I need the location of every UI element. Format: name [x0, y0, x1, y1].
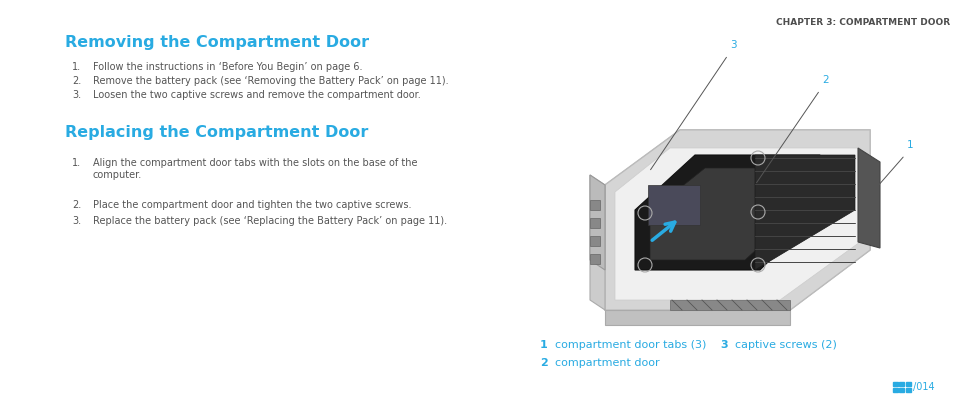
Bar: [589, 236, 599, 246]
Text: compartment door: compartment door: [555, 358, 659, 368]
Text: 3: 3: [720, 340, 727, 350]
Text: Replace the battery pack (see ‘Replacing the Battery Pack’ on page 11).: Replace the battery pack (see ‘Replacing…: [92, 216, 447, 226]
Polygon shape: [589, 175, 604, 310]
Bar: [589, 200, 599, 210]
Text: Align the compartment door tabs with the slots on the base of the
computer.: Align the compartment door tabs with the…: [92, 158, 417, 180]
Text: 3: 3: [729, 40, 736, 50]
Text: 1.: 1.: [71, 62, 81, 72]
Text: 3.: 3.: [71, 90, 81, 100]
Text: 3.: 3.: [71, 216, 81, 226]
Text: Place the compartment door and tighten the two captive screws.: Place the compartment door and tighten t…: [92, 200, 411, 210]
Polygon shape: [669, 300, 789, 310]
Polygon shape: [589, 175, 604, 270]
Bar: [905, 382, 910, 386]
Text: CHAPTER 3: COMPARTMENT DOOR: CHAPTER 3: COMPARTMENT DOOR: [775, 18, 949, 27]
Text: Removing the Compartment Door: Removing the Compartment Door: [65, 35, 369, 50]
Polygon shape: [635, 155, 820, 270]
Text: 2.: 2.: [71, 76, 81, 86]
Polygon shape: [649, 168, 800, 260]
Bar: [899, 382, 903, 386]
Polygon shape: [615, 148, 859, 300]
Polygon shape: [604, 130, 869, 310]
Polygon shape: [604, 130, 869, 310]
Bar: [589, 218, 599, 228]
Text: 1.: 1.: [71, 158, 81, 168]
Text: Loosen the two captive screws and remove the compartment door.: Loosen the two captive screws and remove…: [92, 90, 420, 100]
Text: 2: 2: [539, 358, 547, 368]
Polygon shape: [857, 148, 879, 248]
Text: Follow the instructions in ‘Before You Begin’ on page 6.: Follow the instructions in ‘Before You B…: [92, 62, 362, 72]
Text: Remove the battery pack (see ‘Removing the Battery Pack’ on page 11).: Remove the battery pack (see ‘Removing t…: [92, 76, 448, 86]
Bar: [892, 388, 897, 391]
FancyArrowPatch shape: [652, 222, 674, 240]
Bar: [589, 254, 599, 264]
Text: Replacing the Compartment Door: Replacing the Compartment Door: [65, 125, 368, 140]
Text: 1: 1: [906, 140, 913, 150]
Text: /014: /014: [913, 382, 934, 392]
Bar: [905, 388, 910, 391]
Text: 2: 2: [821, 75, 828, 85]
Bar: [892, 382, 897, 386]
Text: captive screws (2): captive screws (2): [734, 340, 836, 350]
Bar: [899, 388, 903, 391]
Polygon shape: [754, 155, 854, 270]
Text: compartment door tabs (3): compartment door tabs (3): [555, 340, 705, 350]
Polygon shape: [647, 185, 700, 225]
Polygon shape: [604, 310, 789, 325]
Text: 2.: 2.: [71, 200, 81, 210]
Text: 1: 1: [539, 340, 547, 350]
